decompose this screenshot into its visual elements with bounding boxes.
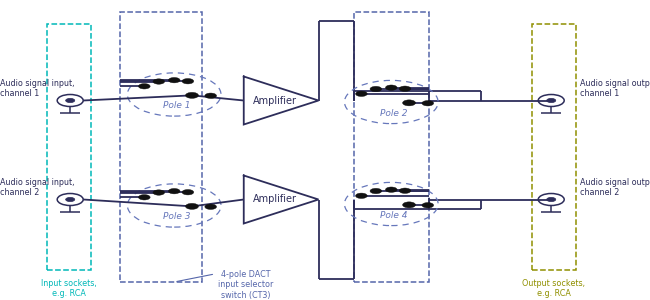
Text: Pole 3: Pole 3 — [162, 212, 190, 221]
Circle shape — [402, 100, 415, 106]
Text: Audio signal input,
channel 1: Audio signal input, channel 1 — [0, 79, 75, 98]
Text: Audio signal input,
channel 2: Audio signal input, channel 2 — [0, 178, 75, 197]
Circle shape — [422, 202, 434, 208]
Circle shape — [66, 98, 75, 103]
Text: Audio signal output,
channel 1: Audio signal output, channel 1 — [580, 79, 650, 98]
Circle shape — [399, 188, 411, 194]
Circle shape — [182, 190, 194, 195]
Text: Output sockets,
e.g. RCA: Output sockets, e.g. RCA — [523, 279, 585, 298]
Circle shape — [138, 195, 150, 200]
Circle shape — [168, 77, 180, 83]
Circle shape — [185, 203, 198, 209]
Text: Amplifier: Amplifier — [253, 95, 297, 106]
Circle shape — [66, 197, 75, 202]
Circle shape — [547, 197, 556, 202]
Text: Input sockets,
e.g. RCA: Input sockets, e.g. RCA — [41, 279, 97, 298]
Circle shape — [356, 91, 367, 97]
Text: 4-pole DACT
input selector
switch (CT3): 4-pole DACT input selector switch (CT3) — [177, 270, 274, 300]
Circle shape — [402, 202, 415, 208]
Circle shape — [153, 190, 164, 195]
Circle shape — [356, 193, 367, 199]
Text: Audio signal output,
channel 2: Audio signal output, channel 2 — [580, 178, 650, 197]
Circle shape — [138, 84, 150, 89]
Text: Amplifier: Amplifier — [253, 194, 297, 205]
Circle shape — [182, 79, 194, 84]
Circle shape — [385, 187, 397, 192]
Circle shape — [185, 92, 198, 98]
Text: Pole 1: Pole 1 — [162, 101, 190, 110]
Circle shape — [399, 86, 411, 92]
Circle shape — [205, 204, 216, 209]
Text: Pole 4: Pole 4 — [380, 211, 408, 220]
Circle shape — [370, 188, 382, 194]
Text: Pole 2: Pole 2 — [380, 109, 408, 118]
Circle shape — [370, 86, 382, 92]
Circle shape — [205, 93, 216, 98]
Circle shape — [153, 79, 164, 84]
Circle shape — [385, 85, 397, 90]
Circle shape — [547, 98, 556, 103]
Circle shape — [168, 188, 180, 194]
Circle shape — [422, 100, 434, 106]
